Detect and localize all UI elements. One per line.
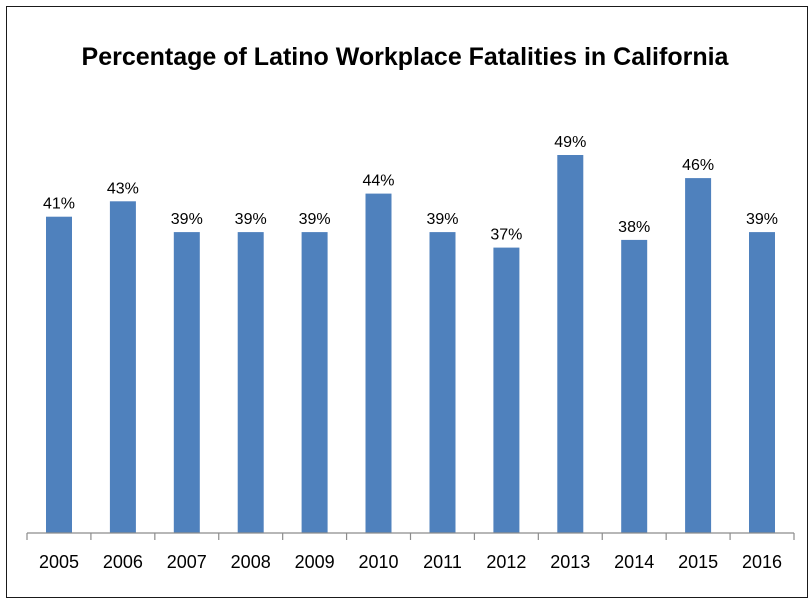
x-tick-label-2006: 2006 <box>103 552 143 572</box>
x-tick-label-2013: 2013 <box>550 552 590 572</box>
value-label-2008: 39% <box>235 211 267 228</box>
bar-2008 <box>237 232 264 533</box>
bar-2013 <box>557 155 584 533</box>
bars-group <box>46 155 775 534</box>
bar-2009 <box>301 232 328 533</box>
bar-2016 <box>749 232 775 533</box>
value-label-2007: 39% <box>171 211 203 228</box>
value-label-2016: 39% <box>746 211 778 228</box>
x-tick-label-2005: 2005 <box>39 552 79 572</box>
x-tick-label-2010: 2010 <box>358 552 398 572</box>
bar-2010 <box>365 193 392 533</box>
x-tick-label-2011: 2011 <box>423 552 462 572</box>
chart-title: Percentage of Latino Workplace Fatalitie… <box>81 43 729 71</box>
chart-frame <box>6 6 808 598</box>
x-tick-label-2016: 2016 <box>742 552 782 572</box>
bar-2014 <box>621 239 648 533</box>
bar-2015 <box>685 178 712 533</box>
x-tick-label-2012: 2012 <box>486 552 526 572</box>
x-tick-label-2009: 2009 <box>295 552 335 572</box>
value-label-2013: 49% <box>554 134 586 151</box>
value-label-2015: 46% <box>682 157 714 174</box>
bar-2012 <box>493 247 520 533</box>
value-label-2010: 44% <box>362 173 394 190</box>
value-label-2014: 38% <box>618 219 650 236</box>
bar-2005 <box>46 216 72 533</box>
value-labels-group: 41% 43% 39% 39% 39% 44% 39% 37% 49% 38% 46% 39% <box>43 134 778 244</box>
x-tick-label-2014: 2014 <box>614 552 654 572</box>
bar-2006 <box>109 201 136 534</box>
x-ticks-group <box>26 533 795 540</box>
x-tick-label-2007: 2007 <box>167 552 207 572</box>
value-label-2005: 41% <box>43 196 75 213</box>
x-tick-label-2015: 2015 <box>678 552 718 572</box>
x-tick-label-2008: 2008 <box>231 552 271 572</box>
value-label-2006: 43% <box>107 180 139 197</box>
x-tick-labels-group: 2005 2006 2007 2008 2009 2010 2011 2012 2013 2014… <box>39 552 782 572</box>
bar-2011 <box>429 232 456 533</box>
value-label-2009: 39% <box>299 211 331 228</box>
value-label-2011: 39% <box>426 211 458 228</box>
bar-2007 <box>173 232 200 533</box>
value-label-2012: 37% <box>490 227 522 244</box>
